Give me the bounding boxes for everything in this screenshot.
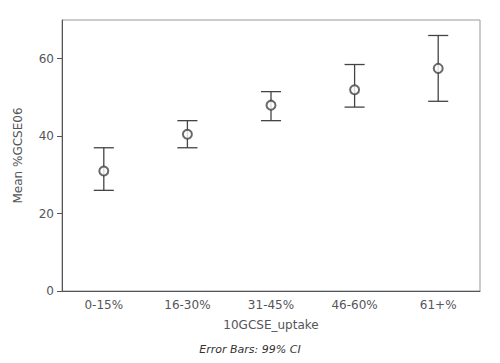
svg-text:0-15%: 0-15% — [84, 298, 123, 312]
svg-text:31-45%: 31-45% — [248, 298, 294, 312]
svg-text:46-60%: 46-60% — [331, 298, 377, 312]
svg-text:0: 0 — [46, 284, 54, 298]
svg-text:Error Bars: 99% CI: Error Bars: 99% CI — [199, 343, 300, 356]
svg-text:20: 20 — [39, 207, 54, 221]
svg-text:10GCSE_uptake: 10GCSE_uptake — [223, 318, 318, 332]
svg-text:16-30%: 16-30% — [164, 298, 210, 312]
svg-text:40: 40 — [39, 129, 54, 143]
svg-text:60: 60 — [39, 52, 54, 66]
svg-text:Mean %GCSE06: Mean %GCSE06 — [11, 107, 25, 203]
svg-text:61+%: 61+% — [420, 298, 457, 312]
